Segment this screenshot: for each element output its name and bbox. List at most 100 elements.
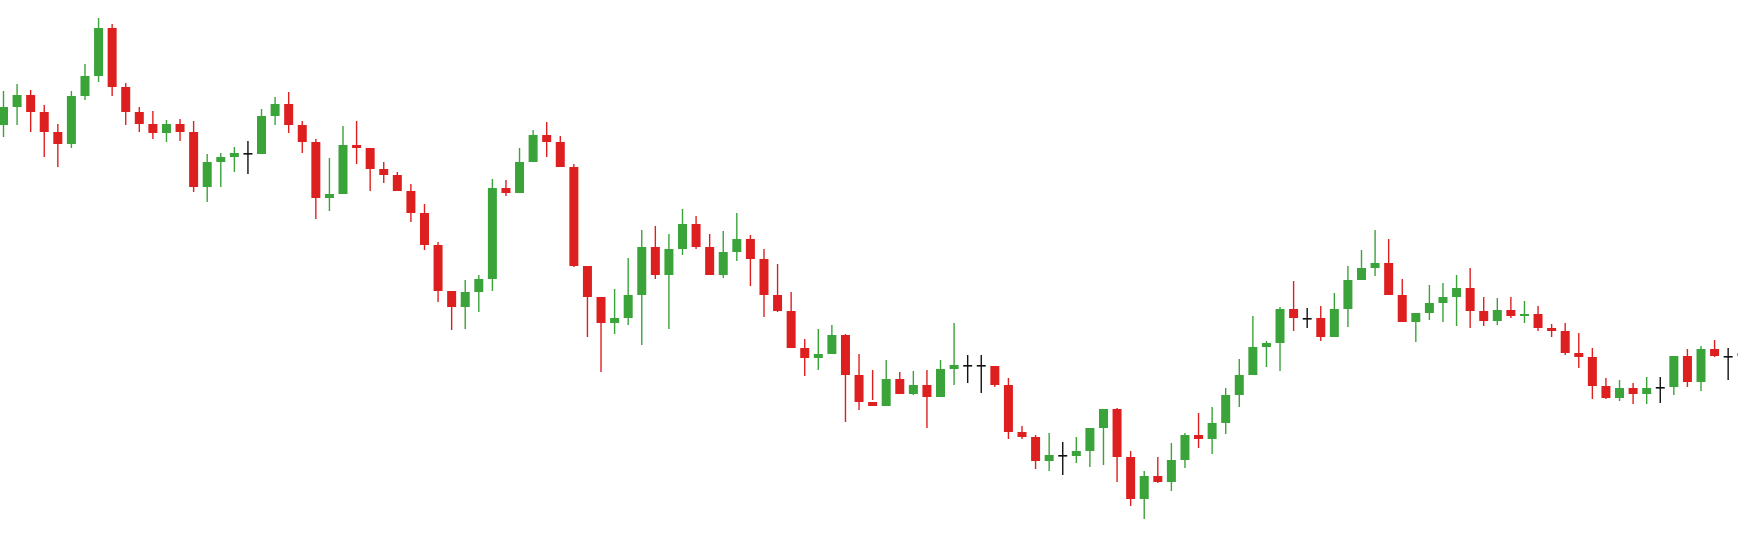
- candle-116: [1574, 333, 1584, 368]
- candle-body: [284, 104, 294, 125]
- candle-body: [596, 297, 606, 323]
- candle-8: [107, 24, 117, 96]
- candle-50: [678, 209, 687, 255]
- candle-119: [1615, 380, 1625, 401]
- candle-body: [840, 335, 850, 375]
- candle-body: [1547, 328, 1557, 331]
- candle-37: [501, 180, 511, 196]
- candle-body: [53, 132, 63, 144]
- candle-body: [1329, 309, 1339, 337]
- candle-114: [1547, 324, 1557, 337]
- candle-59: [800, 339, 810, 376]
- candle-96: [1302, 308, 1312, 328]
- candle-body: [1601, 386, 1611, 398]
- candle-body: [148, 124, 158, 133]
- candle-32: [433, 242, 443, 302]
- candle-body: [1126, 457, 1136, 499]
- candle-body: [1465, 288, 1475, 311]
- candle-body: [39, 112, 49, 132]
- candle-body: [895, 379, 905, 394]
- candle-92: [1248, 316, 1258, 375]
- candle-74: [1003, 378, 1013, 439]
- candle-45: [610, 289, 620, 334]
- candle-body: [447, 291, 457, 307]
- candle-38: [515, 148, 525, 193]
- candle-body: [216, 157, 226, 162]
- candle-body: [664, 249, 674, 275]
- candle-21: [284, 92, 294, 133]
- candle-body: [813, 354, 823, 358]
- candle-111: [1506, 297, 1516, 318]
- candle-95: [1289, 281, 1299, 331]
- candle-body: [610, 318, 620, 323]
- candle-51: [691, 216, 701, 249]
- candle-body: [1302, 318, 1312, 320]
- candle-body: [1289, 309, 1299, 318]
- candle-113: [1533, 306, 1543, 331]
- candle-body: [854, 375, 864, 402]
- candle-body: [881, 379, 891, 406]
- candle-35: [474, 275, 484, 312]
- candle-body: [311, 142, 321, 198]
- candle-125: [1696, 346, 1706, 391]
- candle-33: [447, 291, 457, 330]
- candle-71: [963, 355, 973, 383]
- candle-body: [1085, 428, 1095, 451]
- candle-78: [1058, 442, 1068, 475]
- candle-body: [352, 145, 362, 148]
- candle-body: [1682, 356, 1692, 382]
- candle-body: [134, 112, 144, 124]
- candle-0: [0, 91, 8, 137]
- candle-97: [1316, 306, 1326, 341]
- candle-body: [433, 245, 443, 291]
- candle-120: [1628, 383, 1638, 404]
- candle-62: [840, 334, 850, 422]
- candle-body: [1221, 395, 1231, 423]
- candle-126: [1710, 340, 1720, 357]
- candle-body: [1615, 388, 1625, 398]
- candle-87: [1180, 433, 1190, 468]
- candle-127: [1723, 348, 1733, 380]
- candle-82: [1112, 408, 1122, 482]
- candle-body: [1248, 347, 1258, 375]
- candle-84: [1139, 471, 1149, 519]
- candle-102: [1384, 239, 1394, 295]
- candle-53: [718, 231, 728, 278]
- candle-body: [1560, 331, 1570, 353]
- candle-body: [392, 175, 402, 191]
- candle-body: [555, 142, 565, 167]
- candle-7: [94, 18, 104, 82]
- candle-body: [800, 348, 810, 358]
- candle-24: [324, 158, 334, 211]
- candle-3: [39, 105, 49, 157]
- candle-body: [1574, 353, 1584, 357]
- candle-body: [582, 266, 592, 297]
- candle-body: [1384, 263, 1394, 295]
- candle-44: [596, 297, 606, 372]
- candle-42: [569, 164, 579, 267]
- candle-body: [1669, 356, 1679, 387]
- candle-93: [1261, 341, 1271, 367]
- candle-57: [773, 264, 783, 312]
- candle-body: [1696, 349, 1706, 382]
- candle-body: [990, 366, 1000, 385]
- candle-body: [379, 169, 389, 175]
- candle-58: [786, 292, 796, 348]
- candle-80: [1085, 428, 1095, 467]
- candle-body: [1180, 435, 1190, 460]
- candle-30: [406, 184, 416, 222]
- candle-body: [1153, 476, 1163, 482]
- candle-body: [1098, 409, 1108, 428]
- candle-124: [1682, 349, 1692, 387]
- candle-56: [759, 249, 769, 317]
- candle-body: [487, 188, 497, 279]
- candle-body: [0, 107, 8, 125]
- candle-17: [229, 147, 239, 172]
- candle-body: [460, 292, 470, 307]
- candle-body: [121, 87, 131, 112]
- candle-28: [379, 162, 389, 183]
- candle-55: [745, 235, 755, 286]
- candle-106: [1438, 283, 1448, 322]
- candle-body: [1003, 385, 1013, 432]
